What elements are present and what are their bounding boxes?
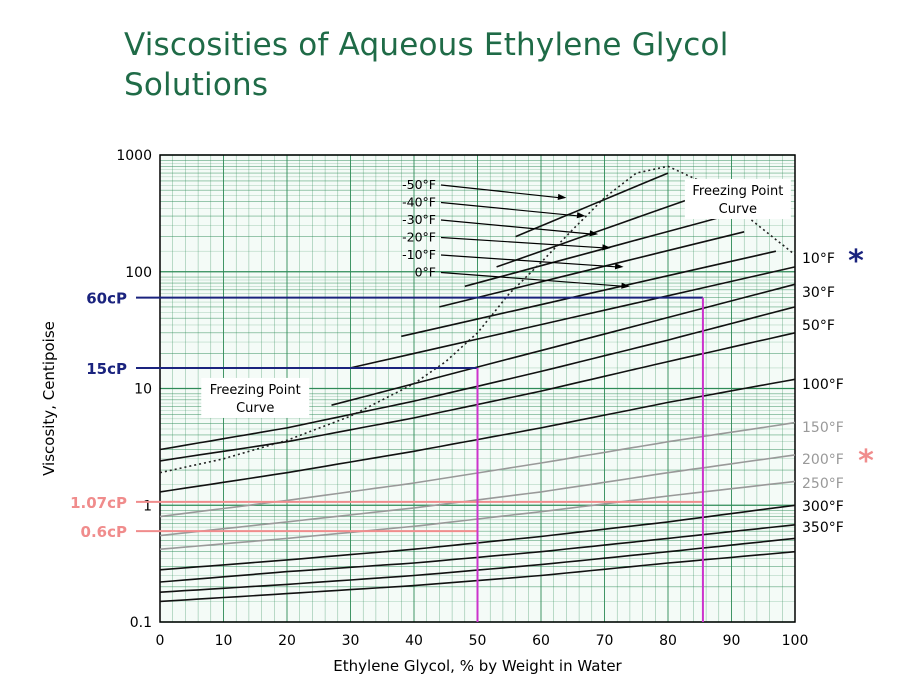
freezing-point-label-right-box [684, 178, 791, 219]
y-axis-label: Viscosity, Centipoise [40, 321, 58, 476]
x-tick-label: 60 [532, 633, 550, 649]
annotation-label-60cp: 60cP [86, 290, 127, 308]
legend-item-1: -40°F [402, 195, 436, 210]
series-line-10-f [331, 283, 796, 406]
x-tick-label: 10 [215, 633, 233, 649]
series-line--10-f [401, 250, 777, 338]
series-line--40-f [496, 194, 701, 268]
legend-arrow-head [557, 193, 567, 200]
x-tick-label: 70 [596, 633, 614, 649]
annotation-label-15cp: 15cP [86, 360, 127, 378]
chart-title-line-2: Solutions [124, 67, 269, 103]
legend-item-2: -30°F [402, 212, 436, 227]
legend-arrow-head [602, 244, 611, 251]
annotation-star-blue: * [848, 244, 864, 279]
right-curve-label-100-f: 100°F [802, 377, 844, 393]
legend-arrow-head [589, 230, 599, 237]
legend-item-0: -50°F [402, 177, 436, 192]
legend-arrow-head [621, 282, 630, 289]
right-curve-label-250-f: 250°F [802, 476, 844, 492]
right-curve-label-10-f: 10°F [802, 251, 835, 267]
legend-arrow-line [440, 271, 624, 287]
freezing-point-label-right: Curve [719, 202, 757, 217]
y-tick-label: 1 [143, 498, 152, 514]
right-curve-label-150-f: 150°F [802, 420, 844, 436]
y-tick-label: 10 [134, 382, 152, 398]
x-tick-label: 20 [278, 633, 296, 649]
x-tick-label: 40 [405, 633, 423, 649]
y-tick-label: 100 [125, 265, 152, 281]
right-curve-label-200-f: 200°F [802, 452, 844, 468]
legend-arrow-line [440, 219, 593, 235]
series-line--50-f [515, 172, 669, 238]
legend-arrow-head [576, 212, 586, 219]
x-tick-label: 30 [342, 633, 360, 649]
x-tick-label: 50 [469, 633, 487, 649]
legend-item-4: -10°F [402, 247, 436, 262]
series-line-0-f [350, 266, 796, 369]
freezing-point-curve [159, 165, 796, 474]
right-curve-label-300-f: 300°F [802, 499, 844, 515]
annotation-label-0-6cp: 0.6cP [81, 523, 127, 541]
freezing-point-label-right: Freezing Point [692, 184, 783, 199]
x-tick-label: 80 [659, 633, 677, 649]
chart-title-line-1: Viscosities of Aqueous Ethylene Glycol [124, 27, 729, 63]
y-tick-label: 0.1 [130, 615, 152, 631]
annotation-star-pink: * [858, 444, 874, 479]
right-curve-label-50-f: 50°F [802, 318, 835, 334]
legend-item-3: -20°F [402, 230, 436, 245]
freezing-point-label-left-box [201, 377, 310, 418]
legend-arrow-line [440, 184, 561, 199]
freezing-point-label-left: Curve [236, 401, 274, 416]
series-line--20-f [439, 231, 745, 308]
right-curve-label-30-f: 30°F [802, 285, 835, 301]
legend-arrow-line [440, 201, 580, 217]
annotation-label-1-07cp: 1.07cP [70, 494, 127, 512]
x-tick-label: 0 [156, 633, 165, 649]
right-curve-label-350-f: 350°F [802, 520, 844, 536]
y-tick-label: 1000 [116, 148, 152, 164]
series-line--30-f [464, 215, 726, 288]
freezing-point-label-left: Freezing Point [210, 383, 301, 398]
legend-arrow-head [614, 263, 624, 270]
legend-item-5: 0°F [415, 265, 436, 280]
legend-arrow-line [440, 236, 605, 249]
x-tick-label: 100 [782, 633, 809, 649]
x-axis-label: Ethylene Glycol, % by Weight in Water [333, 657, 622, 675]
x-tick-label: 90 [723, 633, 741, 649]
legend-arrow-line [440, 254, 618, 268]
